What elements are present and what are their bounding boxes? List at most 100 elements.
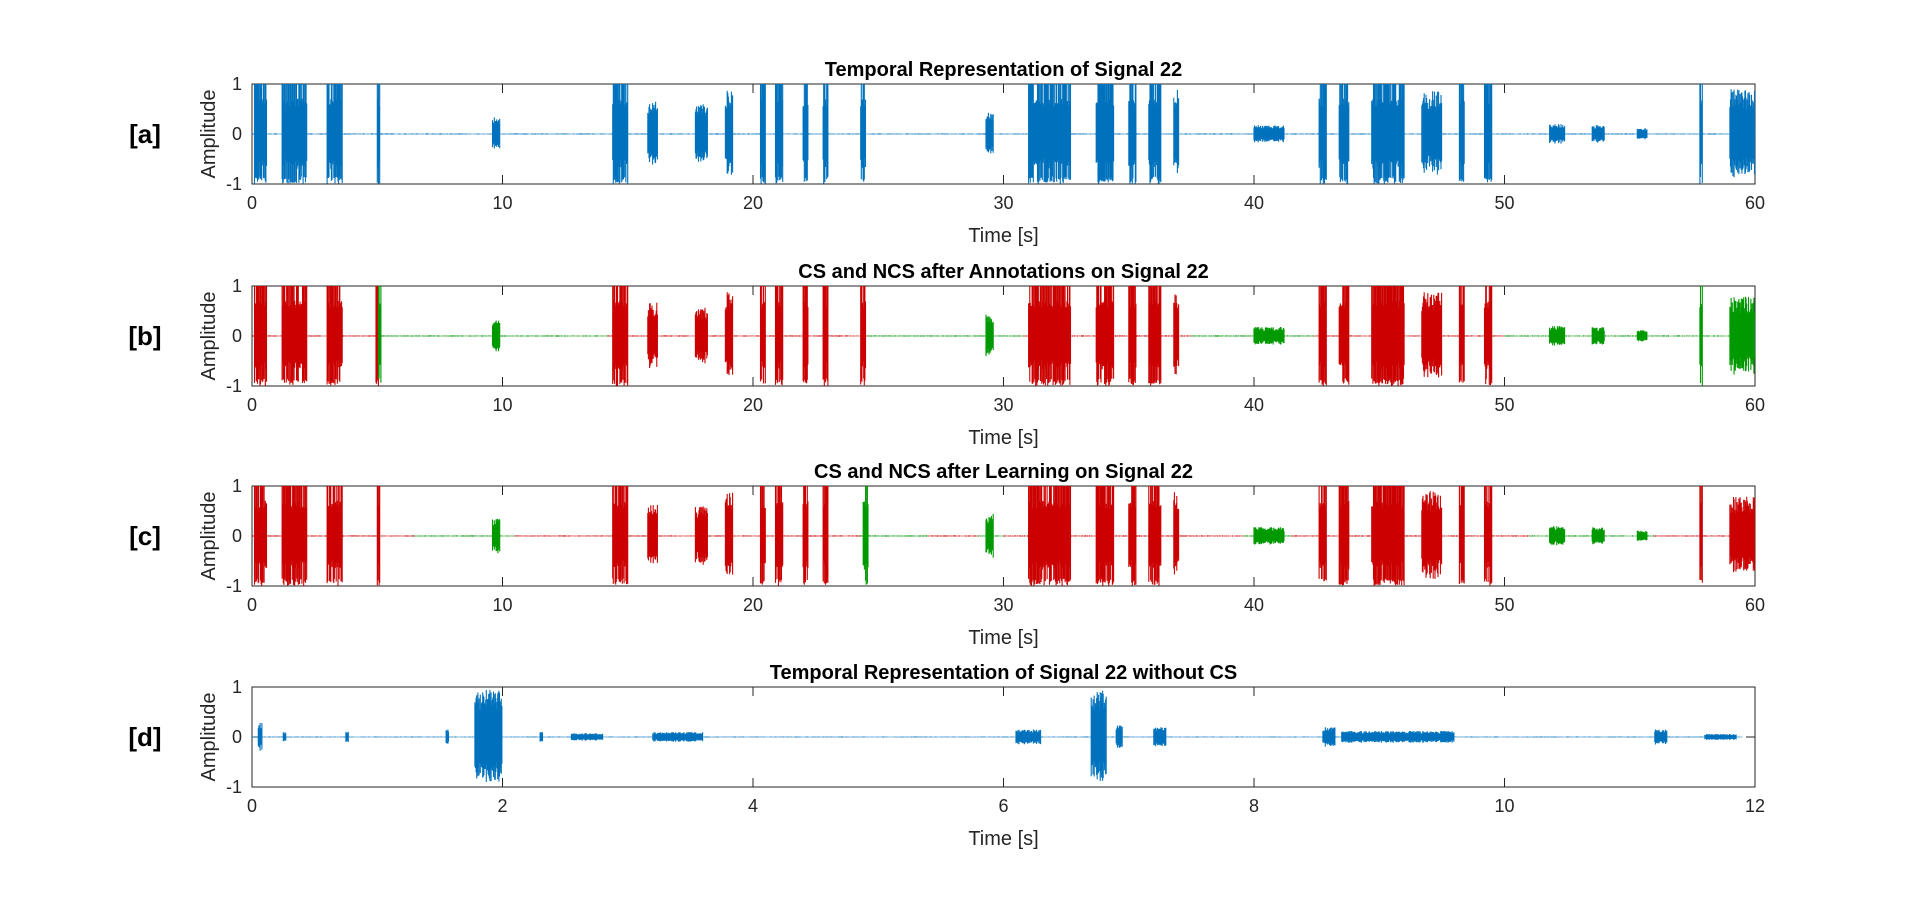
x-tick-label: 4 xyxy=(748,796,758,816)
panel-d: Temporal Representation of Signal 22 wit… xyxy=(128,662,1765,850)
x-tick-label: 50 xyxy=(1494,193,1514,213)
y-axis-label: Amplitude xyxy=(198,693,220,782)
chart-title: Temporal Representation of Signal 22 wit… xyxy=(770,662,1237,684)
x-tick-label: 40 xyxy=(1244,193,1264,213)
signal-segment xyxy=(281,286,308,385)
y-tick-label: 0 xyxy=(232,326,242,346)
signal-segment xyxy=(1128,486,1137,586)
signal-segment xyxy=(1371,286,1405,386)
signal-segment xyxy=(694,506,708,565)
signal-segment xyxy=(491,117,501,149)
signal-segment xyxy=(612,286,629,386)
signal-segment xyxy=(1148,486,1162,586)
signal-segment xyxy=(694,104,708,162)
x-tick-label: 40 xyxy=(1244,395,1264,415)
y-tick-label: 1 xyxy=(232,476,242,496)
signal-segment xyxy=(985,112,994,154)
panel-c: CS and NCS after Learning on Signal 22 [c… xyxy=(129,461,1765,649)
panel-b: CS and NCS after Annotations on Signal 2… xyxy=(128,261,1765,449)
signal-segment xyxy=(647,505,658,564)
signal-segment xyxy=(326,486,343,586)
signal-segment xyxy=(1458,486,1465,584)
x-tick-label: 60 xyxy=(1745,193,1765,213)
signal-segment xyxy=(345,731,349,742)
signal-segment xyxy=(724,292,734,376)
signal-segment xyxy=(1421,91,1443,175)
signal-segment xyxy=(985,513,994,558)
signal-segment xyxy=(253,286,268,386)
x-tick-label: 12 xyxy=(1745,796,1765,816)
signal-segment xyxy=(759,486,766,585)
signal-segment xyxy=(612,84,629,184)
x-tick-label: 50 xyxy=(1494,395,1514,415)
signal-segment xyxy=(1095,286,1115,386)
signal-segment xyxy=(570,733,604,741)
signal-segment xyxy=(1318,486,1327,582)
signal-segment xyxy=(1173,492,1180,575)
signal-segment xyxy=(1341,731,1455,743)
signal-segment xyxy=(1371,84,1405,184)
x-tick-label: 8 xyxy=(1249,796,1259,816)
signal-segment xyxy=(1458,286,1465,383)
signal-segment xyxy=(1704,734,1737,740)
signal-segment xyxy=(491,518,501,554)
signal-segment xyxy=(1338,286,1350,385)
signal-segment xyxy=(1128,84,1137,184)
signal-segment xyxy=(1253,125,1285,143)
signal-segment xyxy=(1654,729,1668,745)
x-axis-label: Time [s] xyxy=(968,627,1038,649)
y-tick-label: 1 xyxy=(232,677,242,697)
x-tick-label: 40 xyxy=(1244,595,1264,615)
signal-segment xyxy=(862,486,869,585)
x-tick-label: 30 xyxy=(993,193,1013,213)
signal-segment xyxy=(1591,527,1605,545)
signal-segment xyxy=(445,729,450,744)
signal-segment xyxy=(1458,84,1465,182)
signal-segment xyxy=(1591,327,1605,345)
signal-segment xyxy=(724,492,734,575)
signal-segment xyxy=(822,486,829,585)
chart-title: CS and NCS after Annotations on Signal 2… xyxy=(798,261,1208,283)
y-axis-label: Amplitude xyxy=(198,292,220,381)
x-tick-label: 0 xyxy=(247,395,257,415)
signal-segment xyxy=(491,320,501,352)
x-tick-label: 0 xyxy=(247,796,257,816)
signal-segment xyxy=(1699,84,1703,184)
signal-segment xyxy=(802,286,809,384)
signal-segment xyxy=(1549,326,1566,346)
x-axis-label: Time [s] xyxy=(968,427,1038,449)
chart-title: CS and NCS after Learning on Signal 22 xyxy=(814,461,1193,483)
signal-segment xyxy=(381,335,608,337)
signal-segment xyxy=(1148,84,1162,184)
x-tick-label: 20 xyxy=(743,395,763,415)
signal-segment xyxy=(1483,486,1493,586)
signal-segment xyxy=(326,84,343,184)
signal-segment xyxy=(1128,286,1137,386)
signal-segment xyxy=(759,286,766,384)
signal-segment xyxy=(1318,84,1327,184)
signal-segment xyxy=(1028,84,1072,184)
y-tick-label: 0 xyxy=(232,124,242,144)
signal-segment xyxy=(647,101,658,165)
signal-segment xyxy=(1729,496,1756,573)
x-tick-label: 0 xyxy=(247,193,257,213)
signal-segment xyxy=(1173,294,1180,375)
signal-segment xyxy=(1253,327,1285,345)
x-tick-label: 0 xyxy=(247,595,257,615)
signal-segment xyxy=(1371,486,1405,586)
x-tick-label: 60 xyxy=(1745,395,1765,415)
y-axis-label: Amplitude xyxy=(198,492,220,581)
signal-segment xyxy=(1090,690,1107,782)
signal-segment xyxy=(774,486,784,586)
signal-segment xyxy=(927,535,979,537)
signal-segment xyxy=(375,286,379,386)
signal-segment xyxy=(1028,286,1072,386)
signal-segment xyxy=(759,84,766,184)
signal-segment xyxy=(1483,84,1493,183)
signal-segment xyxy=(802,84,809,182)
signal-segment xyxy=(774,286,784,386)
signal-segment xyxy=(724,90,734,175)
signal-segment xyxy=(253,486,268,586)
signal-segment xyxy=(1421,491,1443,579)
